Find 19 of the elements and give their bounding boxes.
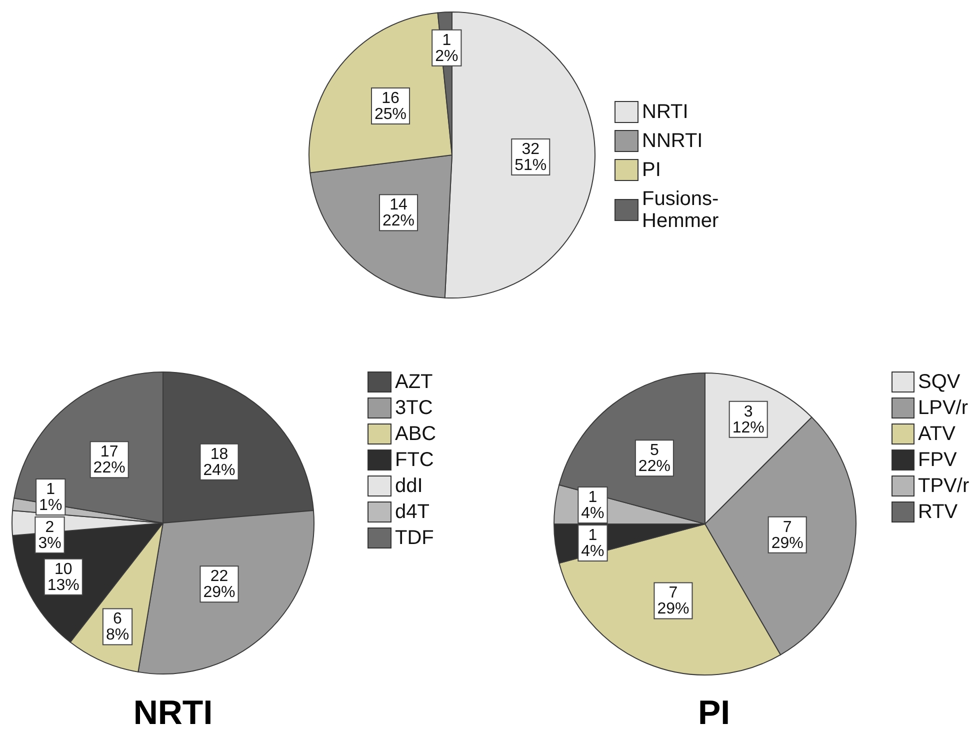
legend-label: TDF: [395, 527, 434, 549]
legend-label: SQV: [918, 371, 961, 393]
legend-label: ddI: [395, 475, 423, 497]
text: NRTI: [133, 694, 213, 731]
legend-label: NRTI: [642, 101, 688, 123]
legend-label: Fusions-Hemmer: [642, 188, 720, 232]
legend-label: ATV: [918, 423, 956, 445]
legend-label: NNRTI: [642, 130, 703, 152]
legend-label: RTV: [918, 501, 958, 523]
legend-label: PI: [642, 159, 661, 181]
text: PI: [698, 694, 730, 731]
legend-label: TPV/r: [918, 475, 970, 497]
legend-label: FPV: [918, 449, 958, 471]
legend-label: d4T: [395, 501, 430, 523]
legend-label: 3TC: [395, 397, 433, 419]
legend-label: FTC: [395, 449, 434, 471]
legend-label: AZT: [395, 371, 433, 393]
legend-label: LPV/r: [918, 397, 968, 419]
legend-label: ABC: [395, 423, 436, 445]
